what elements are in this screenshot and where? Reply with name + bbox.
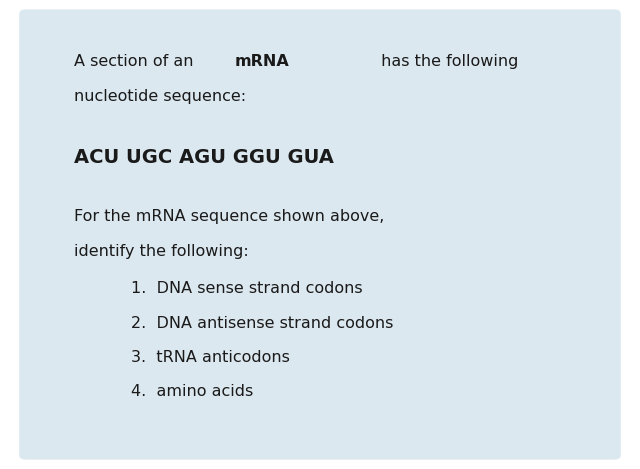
Text: 2.  DNA antisense strand codons: 2. DNA antisense strand codons xyxy=(131,316,394,331)
Text: For the mRNA sequence shown above,: For the mRNA sequence shown above, xyxy=(74,209,384,224)
Text: 4.  amino acids: 4. amino acids xyxy=(131,384,253,399)
FancyBboxPatch shape xyxy=(19,9,621,460)
Text: A section of an: A section of an xyxy=(74,54,198,69)
Text: 1.  DNA sense strand codons: 1. DNA sense strand codons xyxy=(131,281,363,296)
Text: nucleotide sequence:: nucleotide sequence: xyxy=(74,89,246,104)
Text: identify the following:: identify the following: xyxy=(74,244,248,259)
Text: ACU UGC AGU GGU GUA: ACU UGC AGU GGU GUA xyxy=(74,148,333,167)
Text: 3.  tRNA anticodons: 3. tRNA anticodons xyxy=(131,350,290,365)
Text: has the following: has the following xyxy=(376,54,518,69)
Text: mRNA: mRNA xyxy=(234,54,289,69)
